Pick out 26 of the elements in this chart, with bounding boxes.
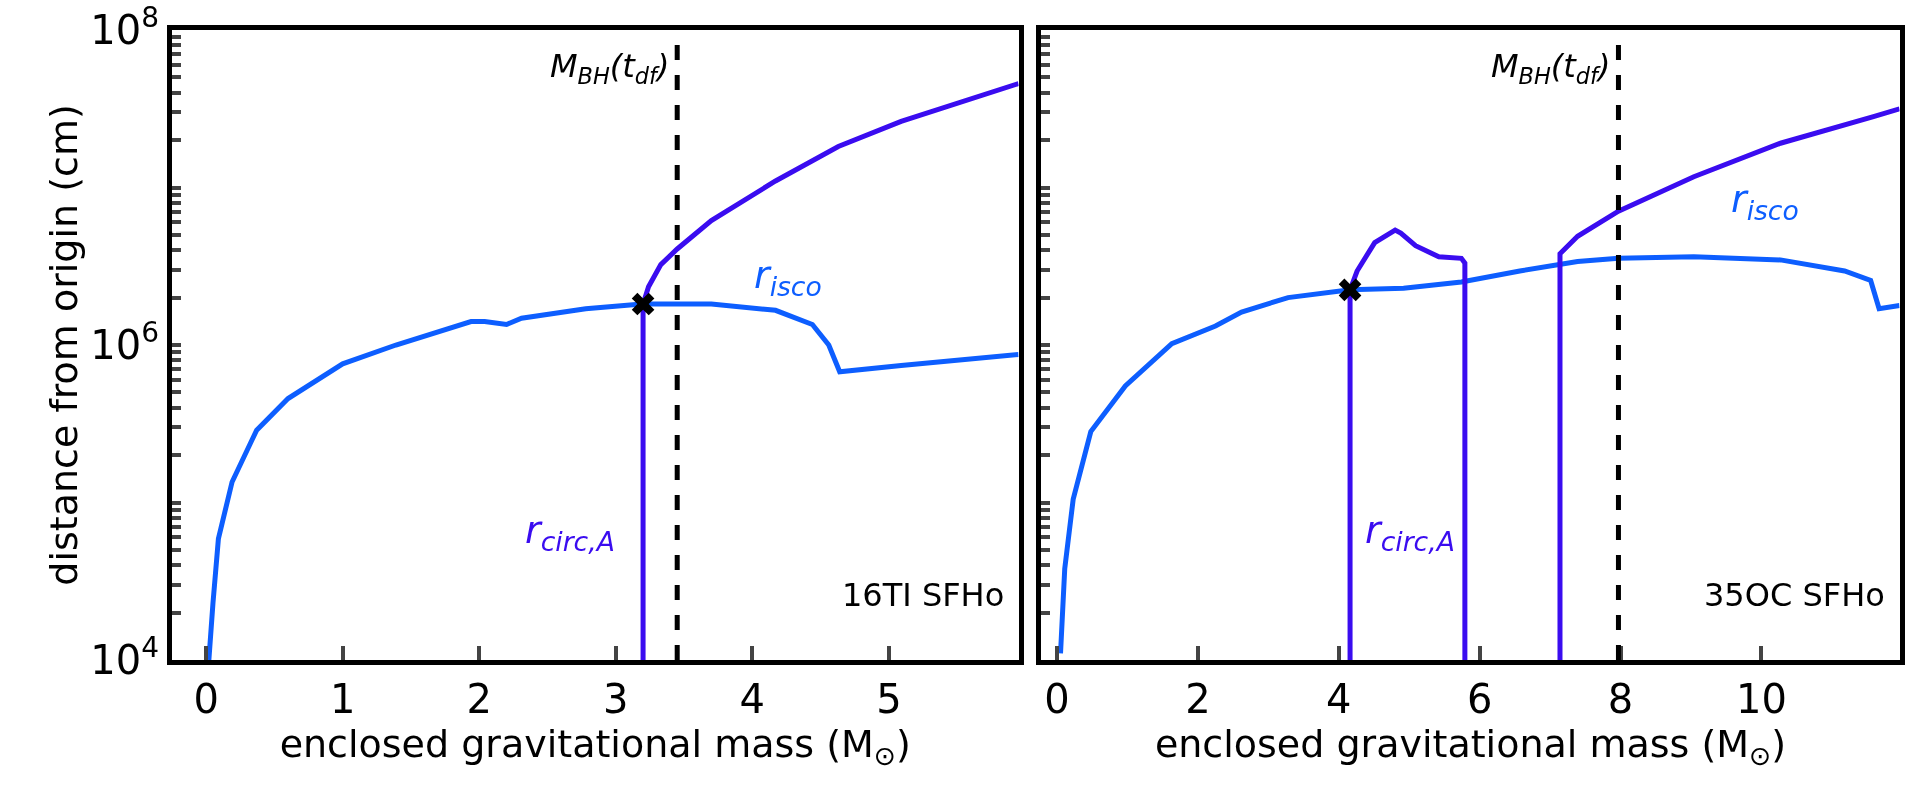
x-axis-title: enclosed gravitational mass (M$_{⊙}$) (1154, 722, 1787, 771)
series-label: r$_{circ,A}$ (525, 508, 615, 557)
series-label: r$_{isco}$ (1731, 177, 1799, 226)
x-tick-label: 0 (1044, 676, 1070, 722)
x-axis-title: enclosed gravitational mass (M$_{⊙}$) (279, 722, 911, 771)
x-tick-label: 1 (329, 676, 356, 722)
x-tick-label: 2 (466, 676, 492, 722)
y-tick-label: 10$^{6}$ (90, 316, 159, 368)
x-tick-label: 10 (1736, 676, 1787, 722)
y-tick-label: 10$^{8}$ (90, 1, 159, 53)
x-tick-label: 5 (876, 676, 902, 722)
y-axis-title: distance from origin (cm) (42, 104, 87, 586)
ref-line-label: M$_{BH}$(t$_{df}$) (550, 47, 670, 89)
x-tick-label: 4 (739, 676, 766, 722)
x-tick-label: 3 (603, 676, 629, 722)
annotation: 16TI SFHo (842, 576, 1005, 614)
x-tick-label: 6 (1466, 676, 1493, 722)
y-tick-label: 10$^{4}$ (90, 631, 159, 683)
x-tick-label: 8 (1607, 676, 1634, 722)
series-label: r$_{isco}$ (754, 253, 822, 302)
annotation: 35OC SFHo (1704, 576, 1885, 614)
x-tick-label: 2 (1185, 676, 1211, 722)
ref-line-label: M$_{BH}$(t$_{df}$) (1491, 47, 1611, 89)
series-label: r$_{circ,A}$ (1365, 508, 1455, 557)
x-tick-label: 0 (193, 676, 219, 722)
x-tick-label: 4 (1326, 676, 1352, 722)
